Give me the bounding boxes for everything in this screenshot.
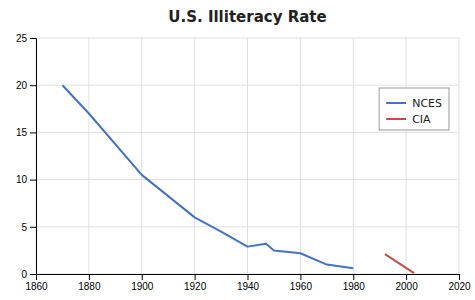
grid-line	[88, 38, 89, 274]
legend-swatch	[386, 118, 406, 120]
grid	[36, 38, 459, 274]
x-axis: 1860 1880 1900 1920 1940 1960 1980 2000 2020	[25, 274, 471, 292]
tick-mark	[89, 274, 90, 280]
tick: 20	[16, 80, 36, 91]
tick-mark	[30, 227, 36, 228]
y-axis: 0 5 10 15 20 25	[16, 33, 37, 280]
tick-mark	[30, 274, 36, 275]
tick-label: 1860	[25, 281, 48, 292]
grid-line	[36, 85, 459, 86]
legend-swatch	[386, 102, 406, 104]
tick: 1860	[25, 274, 48, 292]
tick-mark	[195, 274, 196, 280]
tick-label: 2020	[448, 281, 471, 292]
grid-line	[36, 132, 459, 133]
tick: 15	[16, 127, 36, 138]
chart: U.S. Illiteracy Rate 1860 1880 1900 1920 1940…	[0, 0, 475, 300]
tick-label: 1980	[343, 281, 366, 292]
tick-label: 5	[21, 222, 27, 233]
grid-line	[36, 226, 459, 227]
tick: 2020	[448, 274, 471, 292]
tick: 5	[21, 222, 36, 233]
grid-line	[36, 179, 459, 180]
grid-line	[141, 38, 142, 274]
tick-mark	[30, 180, 36, 181]
tick-label: 1880	[78, 281, 101, 292]
tick-mark	[300, 274, 301, 280]
tick: 2000	[396, 274, 419, 292]
title: U.S. Illiteracy Rate	[168, 8, 326, 26]
tick-mark	[353, 274, 354, 280]
plot-area	[62, 85, 414, 273]
grid-line	[36, 38, 459, 39]
tick-label: 1960	[290, 281, 313, 292]
tick-label: 0	[21, 269, 27, 280]
tick: 1900	[131, 274, 154, 292]
tick-label: 15	[16, 127, 28, 138]
grid-line	[459, 38, 460, 274]
tick-label: 1920	[184, 281, 207, 292]
tick-mark	[30, 85, 36, 86]
tick-label: 1940	[237, 281, 260, 292]
legend-label: NCES	[412, 97, 442, 110]
grid-line	[247, 38, 248, 274]
tick: 1880	[78, 274, 101, 292]
tick-label: 2000	[396, 281, 419, 292]
tick-mark	[459, 274, 460, 280]
series-line	[62, 85, 353, 268]
legend: NCES CIA	[379, 88, 449, 130]
legend-label: CIA	[412, 113, 431, 126]
tick: 1920	[184, 274, 207, 292]
tick: 1960	[290, 274, 313, 292]
tick-mark	[30, 132, 36, 133]
tick: 25	[16, 33, 36, 44]
grid-line	[300, 38, 301, 274]
tick-mark	[248, 274, 249, 280]
grid-line	[194, 38, 195, 274]
tick: 0	[21, 269, 36, 280]
grid-line	[406, 38, 407, 274]
tick-mark	[406, 274, 407, 280]
tick-label: 25	[16, 33, 28, 44]
legend-box	[379, 88, 449, 130]
tick: 1940	[237, 274, 260, 292]
tick-mark	[142, 274, 143, 280]
tick-label: 20	[16, 80, 28, 91]
tick: 1980	[343, 274, 366, 292]
tick: 10	[16, 174, 36, 185]
tick-mark	[30, 38, 36, 39]
grid-line	[353, 38, 354, 274]
tick-label: 1900	[131, 281, 154, 292]
series-line	[385, 254, 414, 273]
tick-label: 10	[16, 174, 28, 185]
axis-line	[37, 275, 460, 281]
axis-line	[30, 39, 37, 275]
